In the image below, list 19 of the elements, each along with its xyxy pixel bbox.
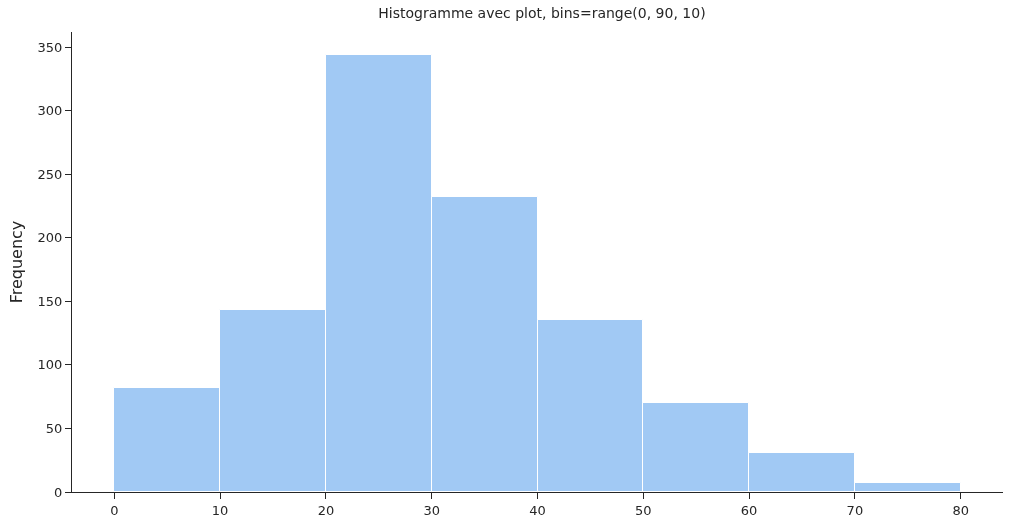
y-tick-label: 50 bbox=[45, 421, 63, 437]
y-tick-label: 250 bbox=[37, 166, 63, 182]
x-tick-label: 40 bbox=[529, 502, 546, 518]
x-tick-label: 60 bbox=[740, 502, 758, 518]
x-tick-label: 10 bbox=[211, 502, 229, 518]
x-tick-label: 30 bbox=[423, 502, 440, 518]
y-tick-label: 150 bbox=[37, 293, 63, 309]
y-tick-label: 200 bbox=[37, 230, 63, 246]
x-tick-label: 0 bbox=[110, 502, 119, 518]
x-tick-label: 70 bbox=[846, 502, 864, 518]
x-tick-label: 80 bbox=[952, 502, 969, 518]
y-tick-label: 350 bbox=[37, 39, 63, 55]
chart-title: Histogramme avec plot, bins=range(0, 90, 10) bbox=[378, 4, 706, 21]
y-tick-label: 100 bbox=[37, 357, 63, 373]
y-tick-label: 0 bbox=[54, 484, 63, 500]
x-tick-label: 50 bbox=[635, 502, 652, 518]
x-tick-label: 20 bbox=[317, 502, 335, 518]
y-axis-title: Frequency bbox=[7, 220, 27, 304]
y-tick-label: 300 bbox=[37, 103, 63, 119]
